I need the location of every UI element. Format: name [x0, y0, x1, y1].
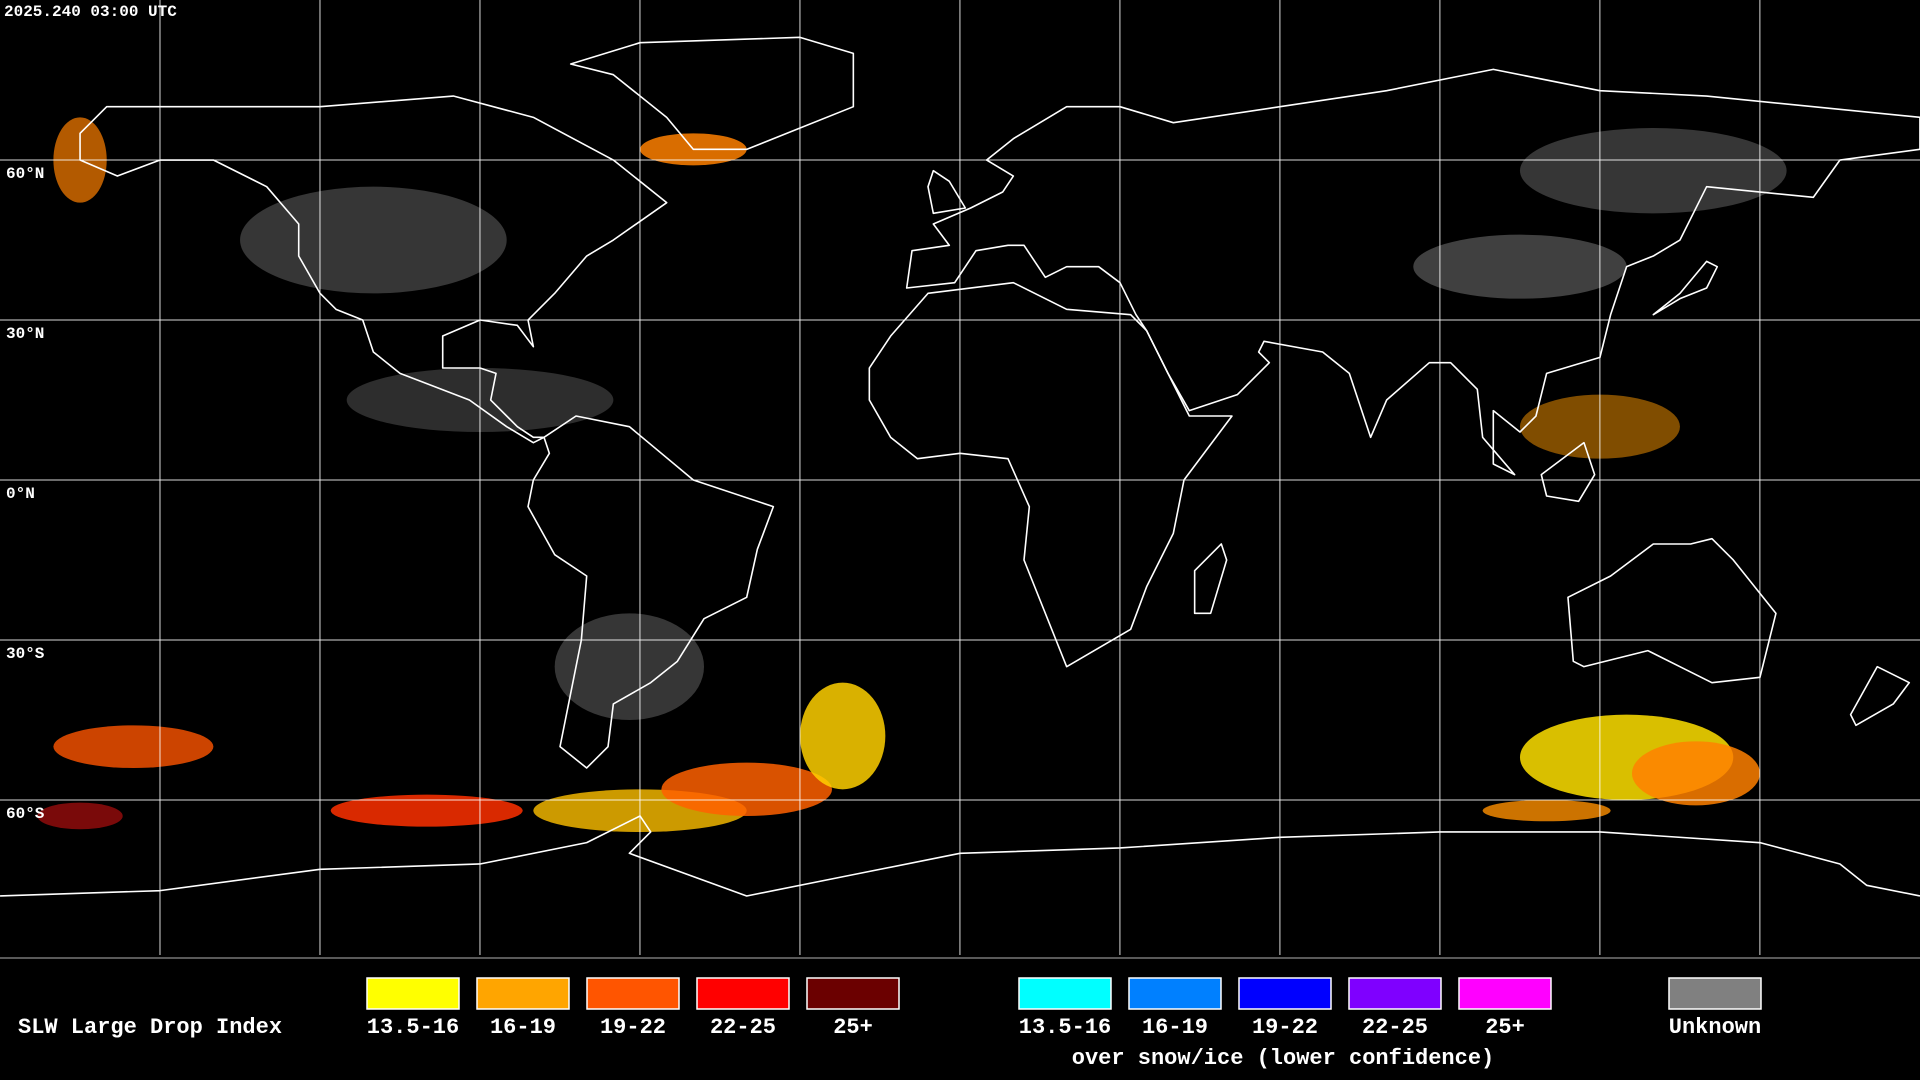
legend-swatch — [476, 977, 570, 1010]
legend-label: 16-19 — [490, 1015, 556, 1040]
legend: SLW Large Drop Index over snow/ice (lowe… — [18, 977, 1762, 1071]
legend-note: over snow/ice (lower confidence) — [1072, 1046, 1494, 1071]
new-zealand — [1851, 667, 1910, 726]
legend-label: 19-22 — [1252, 1015, 1318, 1040]
legend-title: SLW Large Drop Index — [18, 1015, 282, 1040]
eurasia — [907, 69, 1920, 474]
legend-label: 22-25 — [1362, 1015, 1428, 1040]
australia — [1568, 539, 1776, 683]
legend-swatch — [586, 977, 680, 1010]
unknown-area — [554, 613, 705, 720]
borneo — [1541, 443, 1594, 502]
legend-swatch — [1668, 977, 1762, 1010]
legend-swatch — [1018, 977, 1112, 1010]
unknown-area — [240, 186, 507, 294]
africa — [869, 283, 1232, 667]
japan — [1653, 261, 1717, 314]
map: 60°N 30°N 0°N 30°S 60°S 2025.240 03:00 UTC — [0, 0, 1920, 955]
legend-label: 16-19 — [1142, 1015, 1208, 1040]
legend-label: 19-22 — [600, 1015, 666, 1040]
legend-swatch — [1458, 977, 1552, 1010]
drop-area — [1631, 741, 1760, 806]
legend-swatch — [1238, 977, 1332, 1010]
lat-label: 0°N — [6, 485, 35, 503]
legend-swatch — [1348, 977, 1442, 1010]
legend-label: 25+ — [1485, 1015, 1525, 1040]
legend-swatch — [806, 977, 900, 1010]
drop-area — [800, 682, 886, 790]
drop-area — [330, 794, 523, 827]
legend-swatch — [696, 977, 790, 1010]
unknown-area — [1413, 234, 1627, 299]
timestamp: 2025.240 03:00 UTC — [4, 3, 177, 21]
south-america — [528, 416, 773, 768]
lat-label: 30°N — [6, 325, 44, 343]
graticule: 60°N 30°N 0°N 30°S 60°S — [0, 0, 1920, 955]
drop-area — [37, 802, 123, 830]
legend-label: Unknown — [1669, 1015, 1761, 1040]
legend-label: 13.5-16 — [1019, 1015, 1111, 1040]
legend-swatch — [366, 977, 460, 1010]
legend-label: 13.5-16 — [367, 1015, 459, 1040]
drop-area — [53, 725, 214, 768]
legend-swatch — [1128, 977, 1222, 1010]
legend-label: 22-25 — [710, 1015, 776, 1040]
lat-label: 60°S — [6, 805, 45, 823]
lat-label: 30°S — [6, 645, 45, 663]
drop-area — [661, 762, 833, 816]
lat-label: 60°N — [6, 165, 44, 183]
madagascar — [1195, 544, 1227, 613]
legend-label: 25+ — [833, 1015, 873, 1040]
drop-area — [1482, 799, 1611, 822]
unknown-area — [1519, 128, 1787, 214]
north-america — [80, 96, 667, 443]
